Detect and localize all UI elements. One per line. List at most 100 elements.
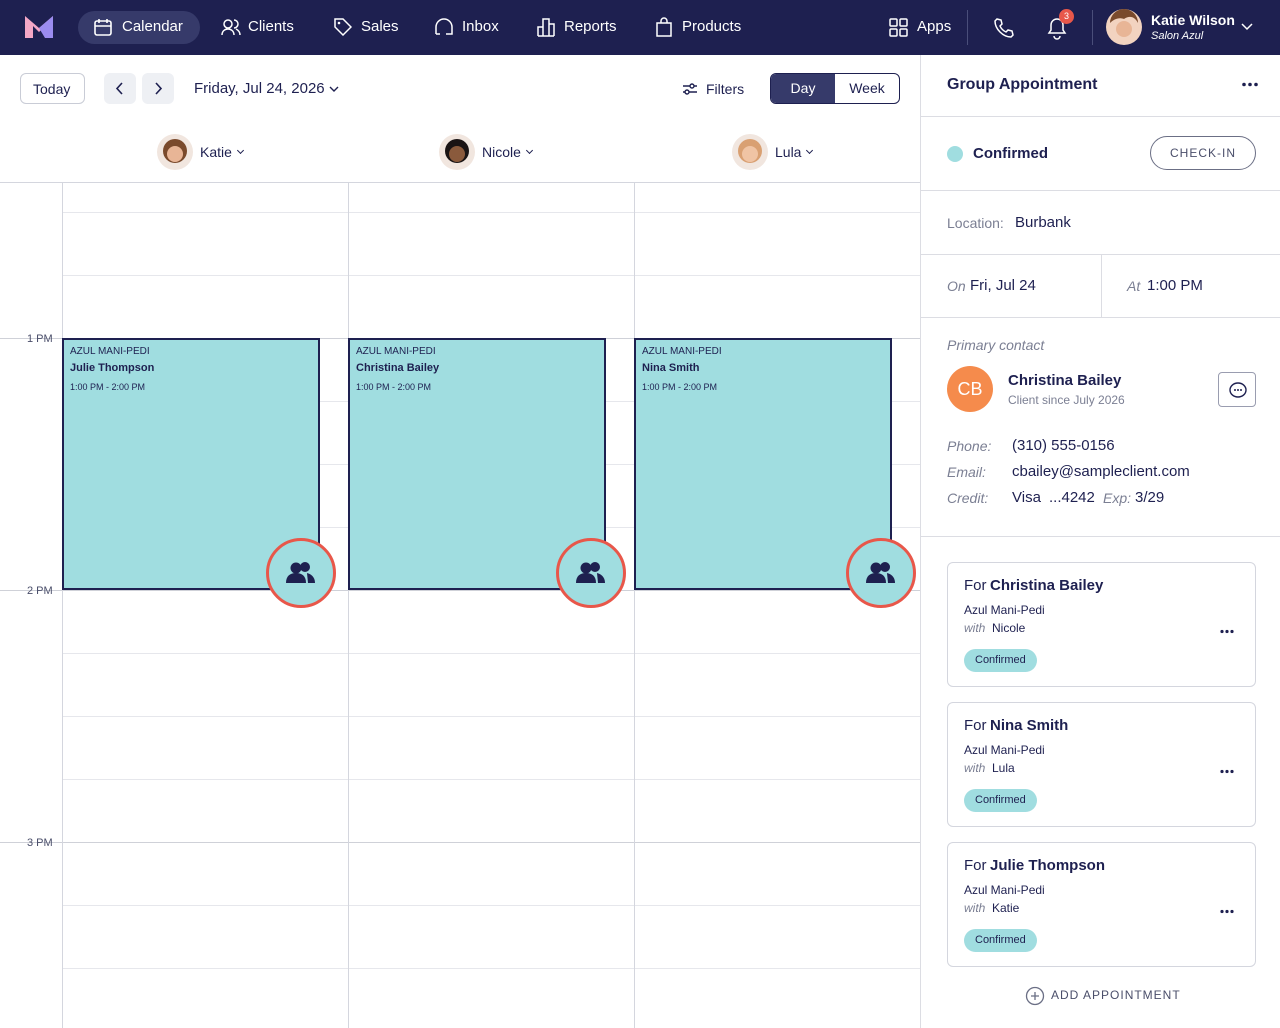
more-button[interactable] [1242,82,1258,87]
calendar-icon [94,19,112,36]
card-more[interactable] [1220,621,1236,634]
view-option[interactable]: Day [771,74,835,103]
contact-name: Christina Bailey [1008,372,1122,389]
divider [921,536,1280,537]
email-label: Email: [947,464,986,480]
user-avatar[interactable] [1106,9,1142,45]
today-label: Today [33,81,71,97]
message-button[interactable] [1218,372,1256,407]
card-status: Confirmed [964,789,1037,812]
appointment[interactable]: AZUL MANI-PEDI Nina Smith 1:00 PM - 2:00 P… [634,338,892,590]
card-more[interactable] [1220,761,1236,774]
nav-item[interactable]: Reports [564,18,617,35]
credit-label: Credit: [947,490,989,506]
filter-icon [683,83,697,95]
staff-avatar [157,134,193,170]
avatar-face [449,146,465,162]
notification-badge: 3 [1059,9,1074,24]
card-prefix: For [964,857,987,874]
appointment-service: AZUL MANI-PEDI [356,346,436,357]
card-prefix: For [964,577,987,594]
divider [1101,254,1102,317]
staff-avatar [732,134,768,170]
contact-initials: CB [947,366,993,412]
staff-avatar [439,134,475,170]
chevron[interactable] [1241,23,1253,31]
staff-name[interactable]: Lula [775,144,802,160]
add-appointment[interactable]: ADD APPOINTMENT [1051,988,1181,1002]
date-label: On [947,278,966,294]
status: Confirmed [973,145,1048,162]
exp-label: Exp: [1103,490,1132,506]
card-client: Christina Bailey [990,577,1104,594]
card-client: Nina Smith [990,717,1069,734]
time-label: 3 PM [27,837,53,849]
date-value: Fri, Jul 24 [970,277,1036,294]
card-staff: Nicole [992,621,1026,635]
card-client: Julie Thompson [990,857,1106,874]
card-staff: Katie [992,901,1020,915]
appointment-client: Christina Bailey [356,362,440,374]
phone: (310) 555-0156 [1012,437,1115,454]
appointment-card: For Nina Smith Azul Mani-Pedi with Lula Confi… [947,702,1256,827]
contact-heading: Primary contact [947,337,1045,353]
card-with: with [964,621,986,635]
check-in-button[interactable]: CHECK-IN [1150,136,1256,170]
user-salon: Salon Azul [1151,30,1204,42]
products-icon [656,17,672,37]
phone-label: Phone: [947,438,992,454]
reports-icon [537,18,555,37]
logo[interactable] [25,16,53,38]
appointment-panel: Group Appointment Confirmed CHECK-IN Loc… [920,55,1280,1028]
card-prefix: For [964,717,987,734]
prev-button[interactable] [104,73,136,104]
appointment-client: Julie Thompson [70,362,155,374]
staff-name[interactable]: Katie [200,144,232,160]
nav-item[interactable]: Products [682,18,742,35]
next-button[interactable] [142,73,174,104]
add-icon[interactable] [1025,986,1045,1006]
filters-button[interactable]: Filters [706,81,745,97]
phone-icon[interactable] [993,17,1015,39]
view-option[interactable]: Week [849,80,885,96]
sales-icon [334,18,352,36]
divider [921,116,1280,117]
avatar-face [742,146,758,162]
nav-item[interactable]: Inbox [462,18,499,35]
time-label: 1 PM [27,333,53,345]
group-indicator [266,538,336,608]
staff-name[interactable]: Nicole [482,144,521,160]
time-value: 1:00 PM [1147,277,1203,294]
nav-item[interactable]: Clients [248,18,294,35]
today-button[interactable]: Today [20,73,85,104]
card-with: with [964,761,986,775]
appointment-card: For Christina Bailey Azul Mani-Pedi with Nic… [947,562,1256,687]
card-staff: Lula [992,761,1015,775]
exp: 3/29 [1135,489,1165,506]
divider [921,190,1280,191]
inbox-icon [435,18,453,35]
location-label: Location: [947,215,1004,231]
divider [921,317,1280,318]
time-label: 2 PM [27,585,53,597]
user-name: Katie Wilson [1151,12,1235,28]
appointment[interactable]: AZUL MANI-PEDI Christina Bailey 1:00 PM - … [348,338,606,590]
card-more[interactable] [1220,901,1236,914]
top-nav: Calendar Clients Sales Inbox Reports Pro… [0,0,1280,55]
status-dot [947,146,963,162]
nav-item[interactable]: Calendar [122,18,183,35]
nav-item[interactable]: Apps [917,18,952,35]
active-tab[interactable] [78,11,200,44]
bell-icon[interactable] [1046,16,1068,40]
date-picker[interactable]: Friday, Jul 24, 2026 [194,80,325,97]
appointment-card: For Julie Thompson Azul Mani-Pedi with Katie… [947,842,1256,967]
clients-icon [221,19,241,36]
appointment-time: 1:00 PM - 2:00 PM [642,382,718,392]
appointment-client: Nina Smith [642,362,700,374]
card-service: Azul Mani-Pedi [964,883,1045,897]
time-label: At [1127,278,1141,294]
nav-item[interactable]: Sales [361,18,399,35]
view-toggle: Day Week [770,73,900,104]
divider [921,254,1280,255]
